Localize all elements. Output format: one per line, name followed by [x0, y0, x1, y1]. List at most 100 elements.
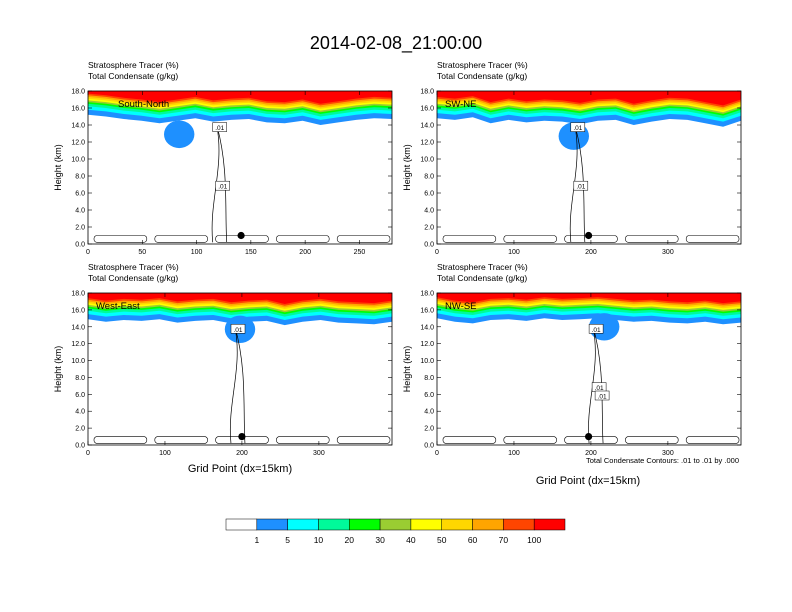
x-tick-label: 100: [508, 450, 520, 457]
colorbar-swatch: [379, 518, 412, 531]
location-marker: [585, 433, 593, 441]
x-tick-label: 300: [313, 450, 325, 457]
y-tick-label: 14.0: [420, 123, 434, 130]
y-tick-label: 4.0: [75, 409, 85, 416]
contour-label: .01: [598, 394, 607, 401]
plot-frame: [436, 90, 742, 245]
y-tick-label: 0.0: [424, 242, 434, 249]
low-cloud-contour: [154, 235, 208, 243]
y-tick-label: 12.0: [420, 140, 434, 147]
y-tick-label: 6.0: [424, 392, 434, 399]
panel-label-tracer: Stratosphere Tracer (%): [88, 262, 179, 272]
x-tick-label: 200: [585, 249, 597, 256]
plot-frame: [87, 292, 393, 446]
panel-name: NW-SE: [445, 301, 477, 312]
y-tick-label: 6.0: [424, 191, 434, 198]
contour-label: .01: [592, 327, 601, 334]
tracer-band-10: [437, 91, 741, 106]
tracer-band-10: [437, 293, 741, 304]
x-tick-label: 200: [585, 450, 597, 457]
contour-label: .01: [233, 327, 242, 334]
y-tick-label: 12.0: [71, 140, 85, 147]
low-cloud-contour: [503, 436, 557, 444]
low-cloud-contour: [503, 235, 557, 243]
y-tick-label: 14.0: [71, 324, 85, 331]
shaded-field: [437, 91, 741, 150]
low-cloud-contour: [685, 436, 740, 444]
y-tick-label: 0.0: [75, 443, 85, 450]
y-tick-label: 6.0: [75, 392, 85, 399]
y-tick-label: 14.0: [420, 324, 434, 331]
panel-label-condensate: Total Condensate (g/kg): [437, 273, 527, 283]
panel-label-tracer: Stratosphere Tracer (%): [437, 262, 528, 272]
colorbar-swatch: [287, 518, 319, 531]
colorbar-label: 100: [527, 535, 541, 545]
y-tick-label: 2.0: [75, 225, 85, 232]
y-tick-label: 16.0: [420, 307, 434, 314]
y-tick-label: 8.0: [75, 174, 85, 181]
low-cloud-contour: [336, 235, 391, 243]
y-axis-label: Height (km): [402, 144, 412, 191]
y-tick-label: 4.0: [424, 409, 434, 416]
x-tick-label: 200: [299, 249, 311, 256]
x-tick-label: 0: [435, 450, 439, 457]
colorbar-swatch: [441, 518, 473, 531]
colorbar-swatch: [410, 518, 442, 531]
panel-label-condensate: Total Condensate (g/kg): [437, 71, 527, 81]
low-cloud-contour: [685, 235, 740, 243]
bottom-left-xlabel: Grid Point (dx=15km): [188, 463, 292, 475]
panel-name: West-East: [96, 301, 140, 312]
colorbar-label: 40: [406, 535, 416, 545]
panel-label-tracer: Stratosphere Tracer (%): [437, 60, 528, 70]
panel-nw-se: .01 .01 .01 0.0 2.0 4.0 6.0 8.0 10.0 12.0 14.0 16.0…: [402, 262, 742, 457]
colorbar-label: 70: [499, 535, 509, 545]
y-tick-label: 18.0: [71, 89, 85, 96]
y-tick-label: 4.0: [75, 208, 85, 215]
x-tick-label: 50: [138, 249, 146, 256]
y-tick-label: 8.0: [424, 174, 434, 181]
plot-frame: [436, 292, 742, 446]
y-tick-label: 16.0: [71, 106, 85, 113]
colorbar-swatch: [472, 518, 504, 531]
x-tick-label: 100: [159, 450, 171, 457]
colorbar-label: 60: [468, 535, 478, 545]
contour-label-box: [212, 122, 227, 132]
colorbar-label: 10: [314, 535, 324, 545]
contour-label-box: [570, 122, 586, 132]
figure-title: 2014-02-08_21:00:00: [310, 33, 482, 54]
contour-label: .01: [215, 125, 224, 132]
contour-label-box: [215, 180, 230, 191]
y-tick-label: 12.0: [71, 341, 85, 348]
colorbar-swatch: [225, 518, 258, 531]
shaded-field: [88, 91, 392, 149]
shaded-field: [437, 293, 741, 341]
panel-label-tracer: Stratosphere Tracer (%): [88, 60, 179, 70]
panel-label-condensate: Total Condensate (g/kg): [88, 273, 178, 283]
colorbar-label: 1: [254, 535, 259, 545]
contour-label: .01: [573, 125, 582, 132]
contour-label: .01: [218, 184, 227, 191]
y-tick-label: 2.0: [424, 225, 434, 232]
y-tick-label: 0.0: [424, 443, 434, 450]
y-tick-label: 10.0: [420, 157, 434, 164]
colorbar-label: 20: [345, 535, 355, 545]
plot-frame: [87, 90, 393, 245]
colorbar-label: 50: [437, 535, 447, 545]
x-tick-label: 250: [354, 249, 366, 256]
y-tick-label: 4.0: [424, 208, 434, 215]
y-tick-label: 2.0: [75, 426, 85, 433]
colorbar-swatch: [318, 518, 350, 531]
x-tick-label: 0: [86, 249, 90, 256]
contour-label-box: [230, 324, 246, 334]
location-marker: [238, 433, 246, 441]
contour-label: .01: [576, 184, 585, 191]
contour-label-box: [594, 390, 610, 401]
y-tick-label: 0.0: [75, 242, 85, 249]
tracer-tongue: [589, 313, 620, 341]
low-cloud-contour: [276, 436, 330, 444]
x-tick-label: 300: [662, 249, 674, 256]
tracer-band-10: [88, 91, 392, 104]
shaded-field: [88, 293, 392, 343]
y-tick-label: 8.0: [75, 375, 85, 382]
y-tick-label: 14.0: [71, 123, 85, 130]
